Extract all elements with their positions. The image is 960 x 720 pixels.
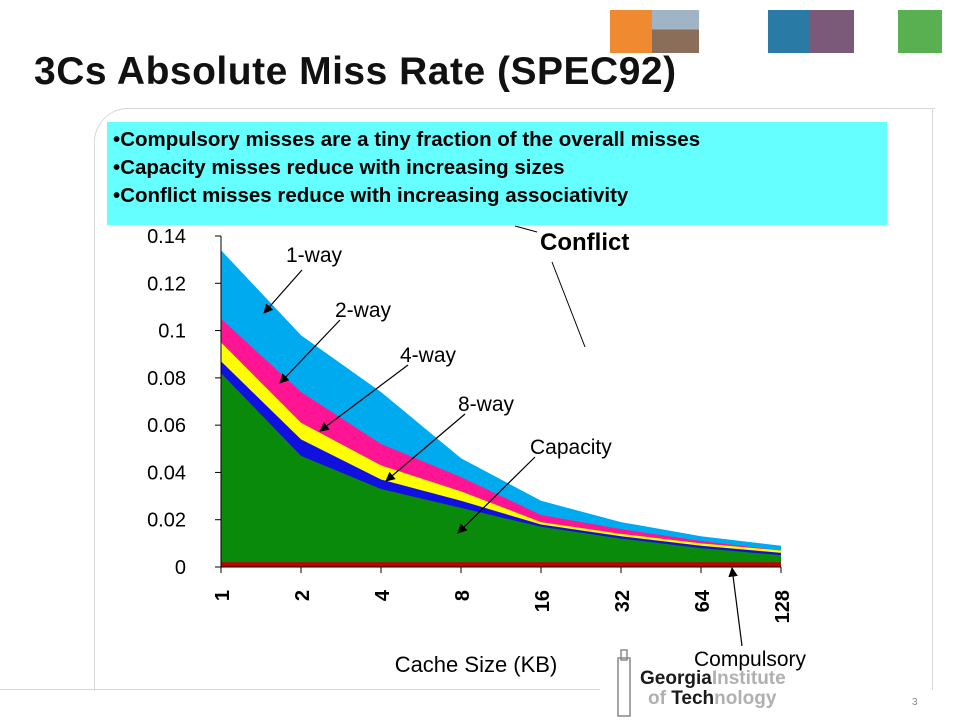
label-two-way: 2-way	[335, 299, 392, 322]
thumb-orange	[610, 10, 652, 53]
bullet-conflict: Conflict misses reduce with increasing a…	[113, 182, 881, 210]
y-tick-label: 0.1	[158, 321, 186, 343]
page-number: 3	[912, 697, 918, 708]
label-eight-way: 8-way	[458, 393, 515, 416]
y-tick-label: 0.06	[147, 415, 186, 437]
thumb-circuit	[810, 10, 854, 53]
x-tick-label: 2	[292, 590, 314, 601]
label-conflict: Conflict	[540, 229, 629, 256]
bottom-divider	[0, 689, 600, 690]
thumb-green	[898, 10, 942, 53]
x-tick-label: 32	[612, 590, 634, 612]
callout-bullets: Compulsory misses are a tiny fraction of…	[113, 126, 881, 210]
x-tick-label: 128	[772, 590, 794, 623]
x-tick-label: 4	[372, 589, 394, 601]
x-tick-label: 16	[532, 590, 554, 612]
y-tick-label: 0.02	[147, 510, 186, 532]
y-tick-label: 0.08	[147, 368, 186, 390]
right-divider	[932, 108, 933, 690]
label-compulsory: Compulsory	[694, 648, 807, 671]
arrow-capacity	[457, 456, 536, 534]
arrow-one-way	[263, 269, 303, 314]
x-tick-label: 64	[692, 589, 714, 612]
y-tick-label: 0.14	[147, 226, 186, 248]
label-capacity: Capacity	[530, 436, 612, 459]
x-axis-title: Cache Size (KB)	[395, 652, 558, 677]
y-tick-label: 0.12	[147, 273, 186, 295]
y-tick-label: 0	[175, 557, 186, 579]
callout-box: Compulsory misses are a tiny fraction of…	[107, 122, 887, 225]
capacity-area	[221, 373, 781, 567]
x-tick-label: 8	[452, 590, 474, 601]
thumb-photo	[652, 10, 699, 53]
arrow-compulsory	[728, 567, 743, 647]
thumb-blue	[768, 10, 810, 53]
y-tick-label: 0.04	[147, 462, 186, 484]
slide-title: 3Cs Absolute Miss Rate (SPEC92)	[34, 50, 677, 93]
arrow-two-way	[279, 319, 341, 384]
conflict-pointer-line-upper	[514, 225, 538, 233]
compulsory-area	[221, 562, 781, 567]
arrow-four-way	[319, 364, 409, 432]
arrow-eight-way	[385, 413, 466, 482]
bullet-capacity: Capacity misses reduce with increasing s…	[113, 154, 881, 182]
bullet-compulsory: Compulsory misses are a tiny fraction of…	[113, 126, 881, 154]
label-one-way: 1-way	[286, 244, 343, 267]
label-four-way: 4-way	[400, 344, 457, 367]
content-frame	[94, 108, 935, 691]
x-tick-label: 1	[212, 590, 234, 601]
conflict-pointer-line	[551, 261, 586, 348]
